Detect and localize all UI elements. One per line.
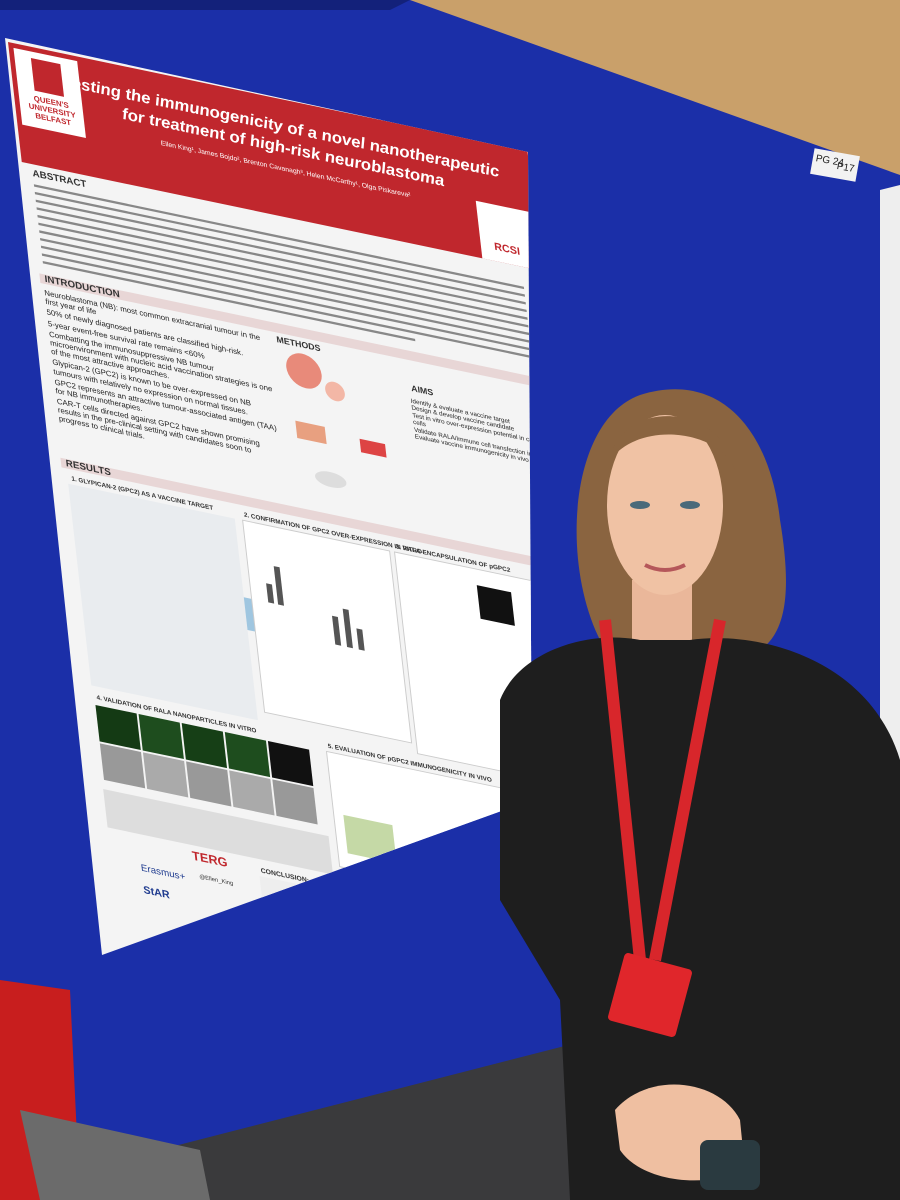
gel-image <box>476 585 515 626</box>
poster-header <box>8 42 532 271</box>
section-bar <box>39 273 532 389</box>
eye <box>680 501 700 509</box>
eye <box>630 501 650 509</box>
methods-icon <box>325 381 345 402</box>
board-label-text: PG 24 <box>815 153 845 169</box>
microscopy-grid <box>95 704 318 825</box>
badge-holder <box>608 953 692 1037</box>
results-panel <box>242 519 413 744</box>
next-poster <box>880 185 900 805</box>
methods-icon <box>286 353 322 389</box>
board-edge <box>0 0 410 10</box>
results-panel <box>68 483 258 721</box>
methods-icon <box>315 471 347 488</box>
rcsi-logo <box>475 200 532 270</box>
methods-icon <box>359 438 387 458</box>
phone <box>700 1140 760 1190</box>
abstract-text <box>33 184 532 359</box>
section-bar <box>60 457 532 573</box>
board-label <box>810 148 860 182</box>
board-foot <box>20 1110 210 1200</box>
dress <box>500 637 900 1200</box>
board-label-text: P17 <box>836 161 856 175</box>
bar-figure <box>266 566 365 651</box>
qub-crest <box>30 58 65 97</box>
hair-front <box>610 416 735 470</box>
legend-box <box>343 814 397 864</box>
caption <box>103 789 333 875</box>
rcsi-name: RCSI <box>494 241 521 258</box>
methods-icon <box>295 420 327 445</box>
face <box>607 415 723 595</box>
mouth <box>644 563 686 572</box>
lanyard <box>599 618 726 962</box>
